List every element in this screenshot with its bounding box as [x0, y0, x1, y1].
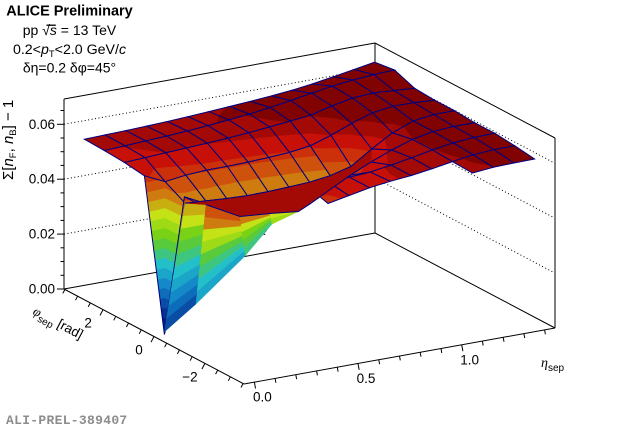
svg-text:0.5: 0.5: [357, 371, 376, 386]
svg-text:0.06: 0.06: [29, 117, 55, 132]
svg-text:0.04: 0.04: [29, 172, 56, 187]
svg-text:ALICE Preliminary: ALICE Preliminary: [6, 4, 133, 20]
svg-text:Σ[nF, nB] − 1: Σ[nF, nB] − 1: [0, 100, 19, 180]
svg-text:−2: −2: [182, 369, 197, 384]
svg-text:0.00: 0.00: [29, 282, 55, 297]
svg-text:1.0: 1.0: [460, 352, 479, 367]
svg-text:pp √s = 13 TeV: pp √s = 13 TeV: [23, 22, 117, 38]
svg-text:0.0: 0.0: [253, 390, 272, 405]
svg-text:0.2<pT<2.0 GeV/c: 0.2<pT<2.0 GeV/c: [13, 42, 126, 60]
svg-text:ALI-PREL-389407: ALI-PREL-389407: [6, 413, 128, 428]
svg-text:0: 0: [135, 343, 143, 358]
svg-text:δη=0.2 δφ=45°: δη=0.2 δφ=45°: [23, 60, 116, 76]
svg-text:0.02: 0.02: [29, 227, 55, 242]
